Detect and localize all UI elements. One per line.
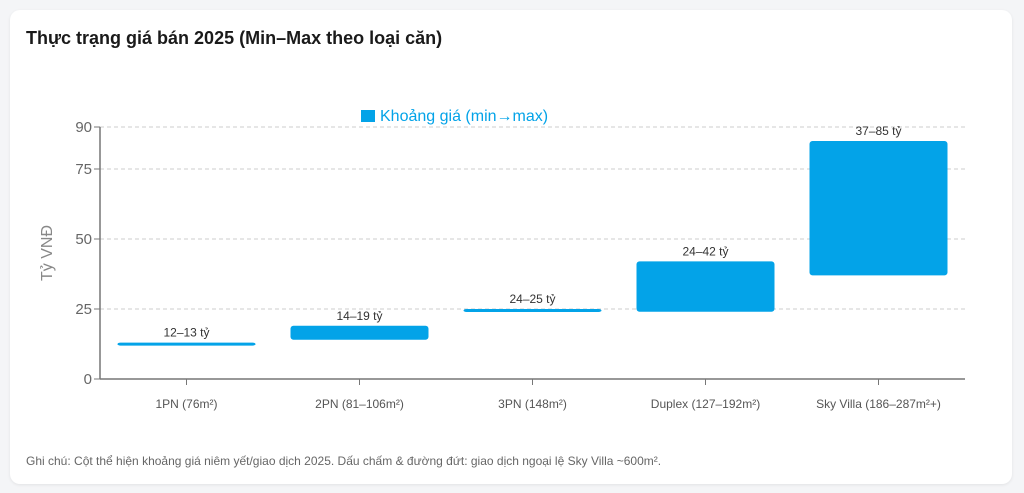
chart-note: Ghi chú: Cột thể hiện khoảng giá niêm yế… bbox=[26, 454, 662, 468]
x-tick-label: Sky Villa (186–287m²+) bbox=[816, 397, 941, 411]
x-tick-label: 3PN (148m²) bbox=[498, 397, 567, 411]
bar-data-label: 24–42 tỷ bbox=[682, 244, 728, 258]
range-bar bbox=[290, 325, 429, 340]
range-bar bbox=[809, 141, 948, 276]
bar-data-label: 12–13 tỷ bbox=[163, 326, 209, 340]
y-tick-label: 50 bbox=[75, 231, 92, 248]
bar-data-label: 24–25 tỷ bbox=[509, 292, 555, 306]
y-tick-label: 75 bbox=[75, 161, 92, 178]
legend-label: Khoảng giá (min→max) bbox=[380, 108, 548, 125]
range-bar bbox=[636, 261, 775, 312]
y-tick-label: 90 bbox=[75, 119, 92, 136]
y-axis-title: Tỷ VNĐ bbox=[39, 225, 56, 281]
range-bar bbox=[463, 309, 602, 312]
x-tick-label: 1PN (76m²) bbox=[155, 397, 217, 411]
y-tick-label: 0 bbox=[84, 371, 92, 388]
range-bar bbox=[117, 342, 256, 346]
y-tick-label: 25 bbox=[75, 301, 92, 318]
bar-data-label: 14–19 tỷ bbox=[336, 309, 382, 323]
bar-data-label: 37–85 tỷ bbox=[855, 124, 901, 138]
x-tick-label: Duplex (127–192m²) bbox=[651, 397, 760, 411]
x-tick-label: 2PN (81–106m²) bbox=[315, 397, 404, 411]
chart-title: Thực trạng giá bán 2025 (Min–Max theo lo… bbox=[26, 28, 443, 48]
legend-swatch bbox=[361, 110, 375, 122]
